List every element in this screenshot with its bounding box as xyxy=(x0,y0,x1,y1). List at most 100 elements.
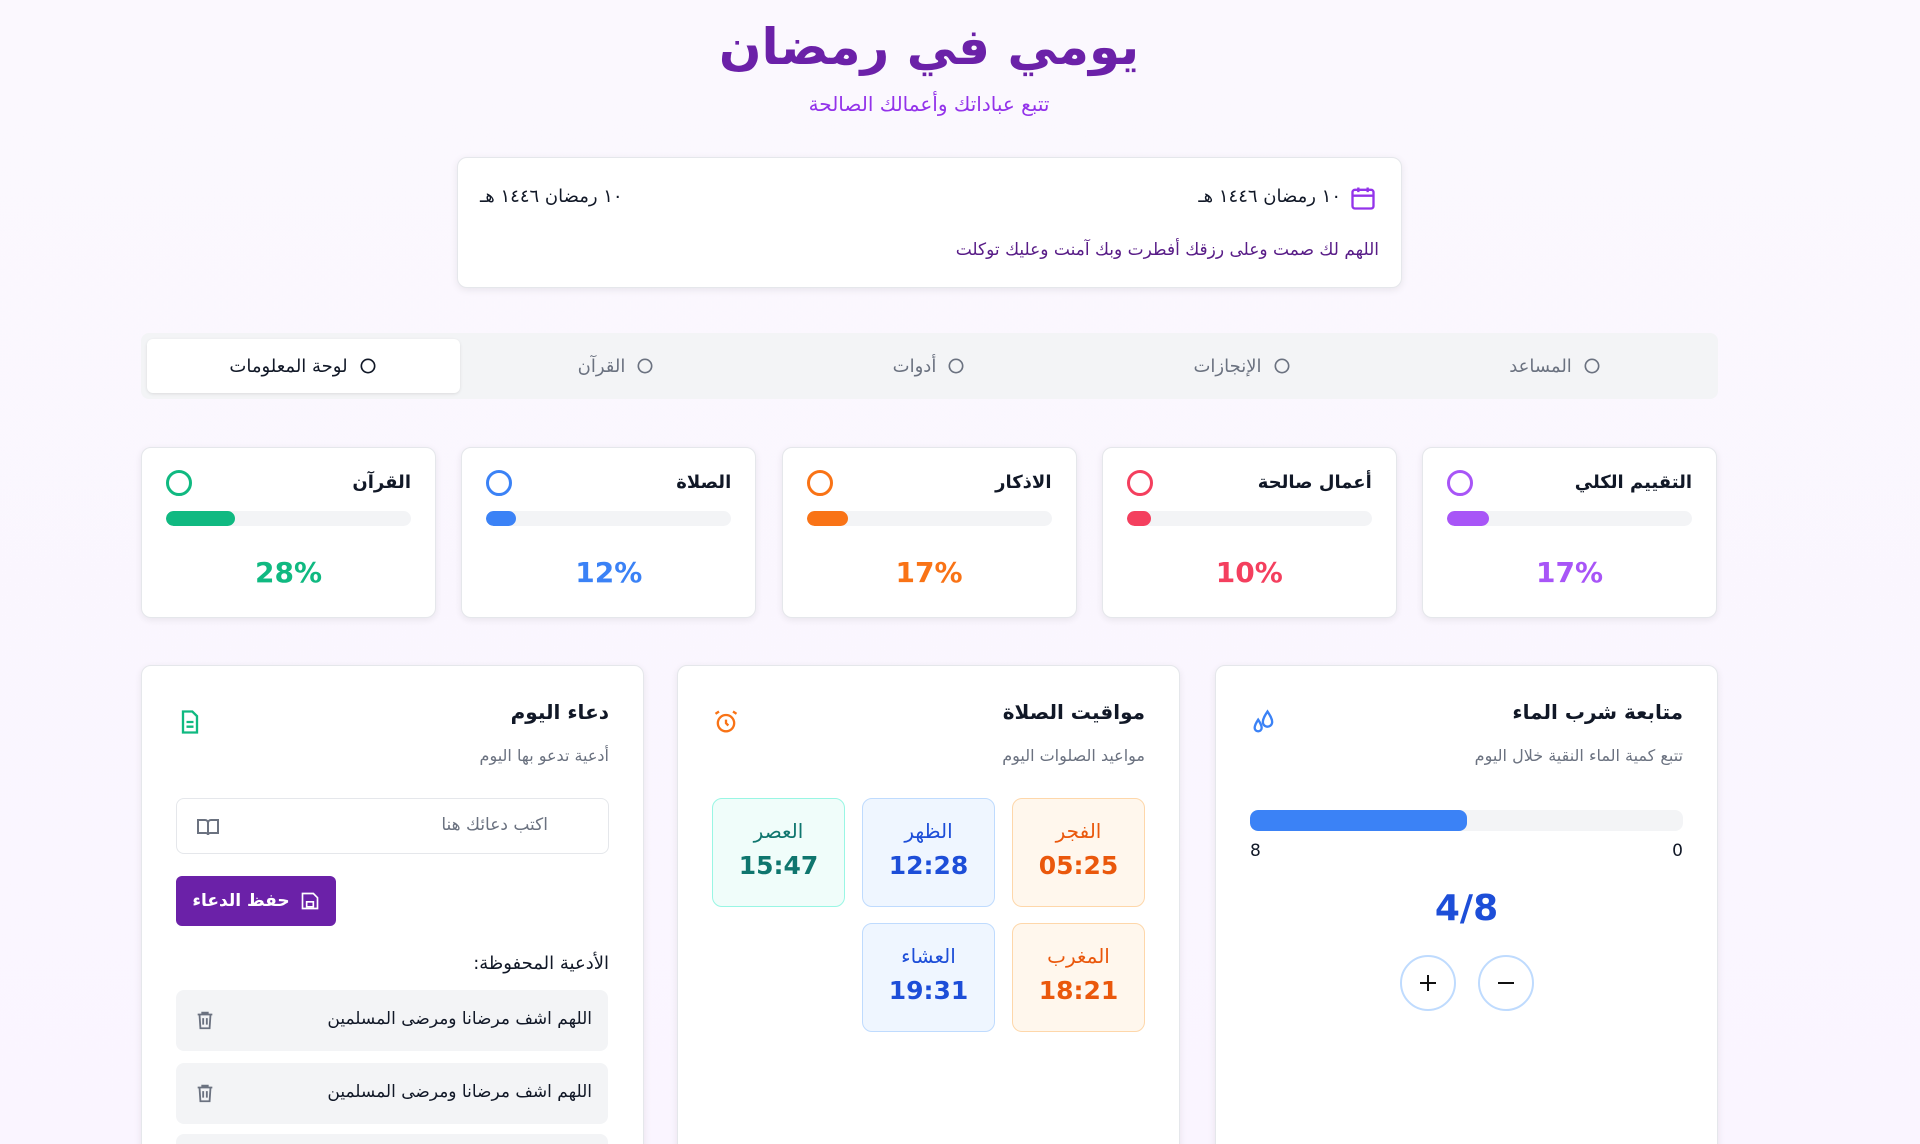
prayer-title: مواقيت الصلاة xyxy=(1002,700,1145,724)
prayer-cell: الفجر 05:25 xyxy=(1012,798,1145,907)
stat-percent: 28% xyxy=(254,556,323,589)
date-card: ١٠ رمضان ١٤٤٦ هـ ١٠ رمضان ١٤٤٦ هـ اللهم … xyxy=(457,157,1402,288)
stat-icon xyxy=(486,470,513,496)
stat-card: أعمال صالحة 10% xyxy=(1101,447,1397,618)
tab[interactable]: لوحة المعلومات xyxy=(147,339,460,393)
prayer-cell: العشاء 19:31 xyxy=(862,923,995,1032)
save-icon xyxy=(301,892,319,910)
stat-label: الصلاة xyxy=(676,472,732,493)
tab-icon xyxy=(360,358,376,374)
tab[interactable]: القرآن xyxy=(460,339,773,393)
saved-dua: اللهم اشف مرضانا ومرضى المسلمين xyxy=(176,990,608,1051)
prayer-time: 18:21 xyxy=(1038,976,1119,1005)
tab[interactable]: المساعد xyxy=(1399,339,1712,393)
stat-card: الصلاة 12% xyxy=(461,447,757,618)
prayer-time: 15:47 xyxy=(738,851,819,880)
water-max: 8 xyxy=(1250,841,1261,861)
delete-icon[interactable] xyxy=(194,1082,216,1104)
water-icon xyxy=(1253,709,1274,733)
water-subtitle: تتبع كمية الماء النقية خلال اليوم xyxy=(1474,746,1683,765)
stat-icon xyxy=(1126,470,1153,496)
water-min: 0 xyxy=(1672,841,1683,861)
stat-label: الاذكار xyxy=(995,472,1052,493)
page-subtitle: تتبع عباداتك وأعمالك الصالحة xyxy=(808,92,1050,116)
dua-title: دعاء اليوم xyxy=(510,700,609,724)
delete-icon[interactable] xyxy=(194,1009,216,1031)
prayer-time: 05:25 xyxy=(1038,851,1119,880)
tab-bar: المساعد الإنجازات أدوات القرآن لوحة المعلوما… xyxy=(141,333,1718,399)
stat-percent: 17% xyxy=(1535,556,1604,589)
dua-card: دعاء اليوم أدعية تدعو بها اليوم اكتب دعا… xyxy=(141,665,644,1144)
stat-bar xyxy=(806,511,849,526)
saved-dua-partial xyxy=(176,1134,608,1144)
prayer-cell: الظهر 12:28 xyxy=(862,798,995,907)
stat-bar xyxy=(1126,511,1152,526)
tab-label: لوحة المعلومات xyxy=(229,355,348,377)
stat-label: القرآن xyxy=(352,472,411,493)
prayer-name: الفجر xyxy=(1055,819,1102,843)
tab-icon xyxy=(1274,358,1290,374)
doc-icon xyxy=(181,710,199,734)
prayer-time: 19:31 xyxy=(888,976,969,1005)
stat-label: التقييم الكلي xyxy=(1574,472,1692,493)
tab[interactable]: أدوات xyxy=(773,339,1086,393)
water-track xyxy=(1250,810,1683,831)
prayer-name: المغرب xyxy=(1047,944,1110,968)
prayer-subtitle: مواعيد الصلوات اليوم xyxy=(1002,746,1145,765)
stat-percent: 12% xyxy=(575,556,643,589)
tab-icon xyxy=(637,358,653,374)
water-card: متابعة شرب الماء تتبع كمية الماء النقية … xyxy=(1215,665,1718,1144)
stat-track xyxy=(1126,511,1372,526)
tab-label: المساعد xyxy=(1509,355,1572,377)
stat-track xyxy=(806,511,1052,526)
water-increment[interactable] xyxy=(1400,955,1456,1011)
hijri-date: ١٠ رمضان ١٤٤٦ هـ xyxy=(1198,186,1341,207)
saved-heading: الأدعية المحفوظة: xyxy=(473,953,609,974)
tab-label: القرآن xyxy=(577,355,626,377)
page-title: يومي في رمضان xyxy=(718,18,1140,76)
alarm-icon xyxy=(714,710,738,733)
prayer-name: العصر xyxy=(753,819,804,843)
stat-track xyxy=(1447,511,1692,526)
hijri-date-alt: ١٠ رمضان ١٤٤٦ هـ xyxy=(480,186,623,207)
saved-dua: اللهم اشف مرضانا ومرضى المسلمين xyxy=(176,1063,608,1124)
calendar-icon xyxy=(1351,187,1375,210)
tab-icon xyxy=(1584,358,1600,374)
daily-dua: اللهم لك صمت وعلى رزقك أفطرت وبك آمنت وع… xyxy=(955,240,1379,260)
prayer-card: مواقيت الصلاة مواعيد الصلوات اليوم الفجر… xyxy=(677,665,1180,1144)
save-button[interactable]: حفظ الدعاء xyxy=(176,876,336,926)
stat-icon xyxy=(806,470,833,496)
tab[interactable]: الإنجازات xyxy=(1086,339,1399,393)
tab-icon xyxy=(948,358,964,374)
stat-icon xyxy=(1447,470,1473,496)
tab-label: الإنجازات xyxy=(1193,355,1262,377)
prayer-name: الظهر xyxy=(904,819,953,843)
stat-label: أعمال صالحة xyxy=(1257,472,1372,493)
dua-subtitle: أدعية تدعو بها اليوم xyxy=(479,746,609,765)
water-bar xyxy=(1250,810,1467,831)
stat-track xyxy=(166,511,411,526)
prayer-name: العشاء xyxy=(901,944,956,968)
saved-dua-text: اللهم اشف مرضانا ومرضى المسلمين xyxy=(327,1009,592,1029)
stat-bar xyxy=(1447,511,1489,526)
save-label: حفظ الدعاء xyxy=(192,891,290,911)
prayer-time: 12:28 xyxy=(888,851,969,880)
saved-dua-text: اللهم اشف مرضانا ومرضى المسلمين xyxy=(327,1082,592,1102)
stat-icon xyxy=(166,470,192,496)
stat-card: التقييم الكلي 17% xyxy=(1422,447,1717,618)
prayer-cell: المغرب 18:21 xyxy=(1012,923,1145,1032)
tab-label: أدوات xyxy=(892,355,937,377)
dua-input[interactable]: اكتب دعائك هنا xyxy=(176,798,609,854)
book-icon xyxy=(197,819,219,836)
water-title: متابعة شرب الماء xyxy=(1512,700,1683,724)
stat-bar xyxy=(166,511,235,526)
stat-percent: 10% xyxy=(1215,556,1283,589)
stat-percent: 17% xyxy=(895,556,963,589)
water-count: 4/8 xyxy=(1434,888,1499,929)
stat-card: القرآن 28% xyxy=(141,447,436,618)
stat-track xyxy=(486,511,732,526)
prayer-cell: العصر 15:47 xyxy=(712,798,845,907)
stat-card: الاذكار 17% xyxy=(781,447,1077,618)
water-decrement[interactable] xyxy=(1478,955,1534,1011)
